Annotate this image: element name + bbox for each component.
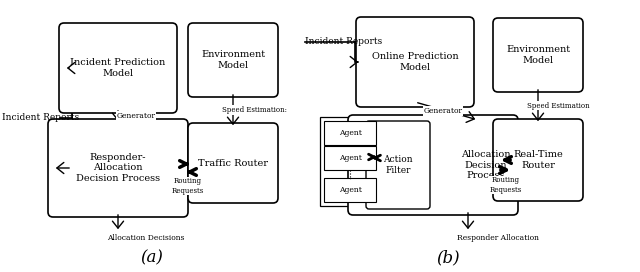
Text: Generator: Generator [116, 112, 156, 120]
FancyBboxPatch shape [493, 119, 583, 201]
Text: Agent: Agent [339, 154, 362, 162]
Text: Routing
Requests: Routing Requests [490, 177, 522, 194]
Text: Allocation Decisions: Allocation Decisions [108, 234, 185, 242]
Text: Agent: Agent [339, 186, 362, 194]
Text: Environment
Model: Environment Model [506, 45, 570, 65]
Text: Real-Time
Router: Real-Time Router [513, 150, 563, 170]
FancyBboxPatch shape [324, 146, 376, 170]
Text: (a): (a) [141, 249, 163, 267]
FancyBboxPatch shape [188, 23, 278, 97]
FancyBboxPatch shape [188, 123, 278, 203]
Text: Online Prediction
Model: Online Prediction Model [372, 52, 458, 72]
Text: Responder Allocation: Responder Allocation [457, 234, 539, 242]
Text: Incident Reports: Incident Reports [305, 38, 382, 47]
FancyBboxPatch shape [324, 178, 376, 202]
Text: Incident Prediction
Model: Incident Prediction Model [70, 58, 166, 78]
FancyBboxPatch shape [48, 119, 188, 217]
Bar [320, 117, 380, 206]
FancyBboxPatch shape [324, 121, 376, 145]
Text: Incident Reports: Incident Reports [2, 113, 79, 122]
FancyBboxPatch shape [493, 18, 583, 92]
Text: Generator: Generator [424, 107, 463, 115]
Text: Agent: Agent [339, 129, 362, 137]
Text: Routing
Requests: Routing Requests [172, 177, 204, 194]
Text: Allocation
Decision
Process: Allocation Decision Process [461, 150, 511, 180]
Text: (b): (b) [436, 249, 460, 267]
FancyBboxPatch shape [356, 17, 474, 107]
Text: Environment
Model: Environment Model [201, 50, 265, 70]
Text: Action
Filter: Action Filter [383, 155, 413, 175]
Text: Responder-
Allocation
Decision Process: Responder- Allocation Decision Process [76, 153, 160, 183]
FancyBboxPatch shape [348, 115, 518, 215]
Text: Traffic Router: Traffic Router [198, 159, 268, 168]
Text: Speed Estimation: Speed Estimation [527, 101, 589, 110]
FancyBboxPatch shape [59, 23, 177, 113]
FancyBboxPatch shape [366, 121, 430, 209]
Text: Speed Estimation:: Speed Estimation: [223, 106, 287, 114]
